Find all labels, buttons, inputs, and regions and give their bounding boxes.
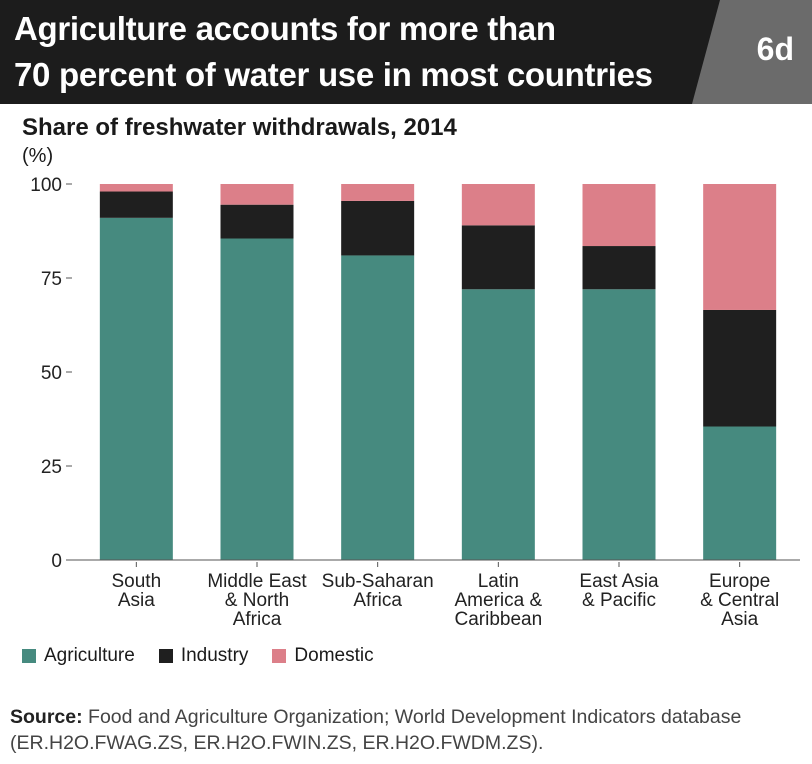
bar-industry: [582, 246, 656, 290]
bar-agriculture: [703, 426, 777, 560]
bar-industry: [461, 225, 535, 290]
legend-swatch-agriculture: [22, 649, 36, 663]
legend-swatch-industry: [158, 649, 173, 663]
headline-line-2: 70 percent of water use in most countrie…: [14, 56, 653, 93]
x-tick-label: Asia: [721, 609, 758, 630]
y-tick-label: 75: [41, 269, 62, 290]
bar-domestic: [461, 184, 535, 226]
bar-industry: [220, 204, 294, 239]
bar-industry: [703, 309, 777, 427]
legend-label-domestic: Domestic: [294, 645, 374, 666]
bar-industry: [341, 200, 415, 256]
x-tick-label: & Central: [700, 590, 779, 611]
bar-domestic: [582, 184, 656, 247]
legend-item-agriculture: Agriculture: [22, 645, 135, 667]
legend-label-industry: Industry: [180, 645, 249, 666]
source-text: Food and Agriculture Organization; World…: [10, 706, 742, 754]
y-tick-label: 25: [41, 457, 62, 478]
bar-agriculture: [99, 217, 173, 560]
bar-agriculture: [220, 238, 294, 560]
x-tick-label: Asia: [118, 590, 155, 611]
y-tick-label: 0: [51, 551, 62, 572]
bar-domestic: [99, 184, 173, 192]
x-tick-label: Latin: [478, 571, 519, 592]
figure-number: 6d: [756, 31, 794, 67]
x-tick-label: South: [112, 571, 162, 592]
x-tick-label: Middle East: [207, 571, 307, 592]
x-tick-label: Europe: [709, 571, 770, 592]
y-axis-unit: (%): [22, 145, 54, 167]
legend-label-agriculture: Agriculture: [44, 645, 135, 666]
bar-domestic: [703, 184, 777, 310]
bar-agriculture: [341, 255, 415, 560]
chart-legend: Agriculture Industry Domestic: [22, 645, 398, 667]
x-tick-label: & North: [225, 590, 289, 611]
bar-domestic: [341, 184, 415, 201]
y-tick-label: 50: [41, 363, 62, 384]
bar-agriculture: [582, 289, 656, 560]
x-tick-label: Sub-Saharan: [322, 571, 434, 592]
x-tick-label: & Pacific: [582, 590, 656, 611]
x-tick-label: America &: [455, 590, 543, 611]
legend-swatch-domestic: [272, 649, 287, 663]
y-tick-label: 100: [30, 175, 62, 196]
x-tick-label: Caribbean: [454, 609, 542, 630]
chart-title: Share of freshwater withdrawals, 2014: [22, 114, 457, 141]
chart-headline: Agriculture accounts for more than 70 pe…: [14, 6, 704, 98]
source-note: Source: Food and Agriculture Organizatio…: [10, 704, 805, 756]
legend-item-industry: Industry: [158, 645, 249, 667]
x-tick-label: East Asia: [579, 571, 659, 592]
bar-industry: [99, 191, 173, 218]
x-tick-label: Africa: [353, 590, 402, 611]
x-tick-label: Africa: [233, 609, 282, 630]
headline-line-1: Agriculture accounts for more than: [14, 10, 556, 47]
legend-item-domestic: Domestic: [272, 645, 374, 667]
bar-domestic: [220, 184, 294, 205]
header-banner: Agriculture accounts for more than 70 pe…: [0, 0, 812, 104]
source-label: Source:: [10, 706, 83, 728]
bar-agriculture: [461, 289, 535, 560]
